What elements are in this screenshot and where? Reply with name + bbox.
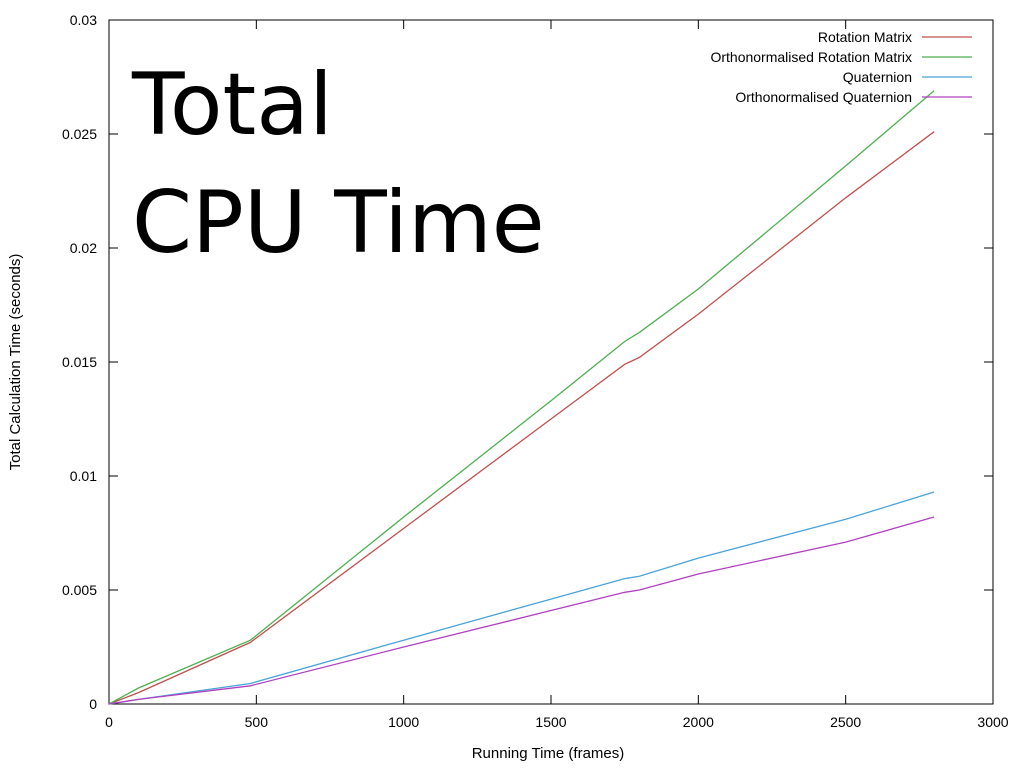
x-tick-label: 500 — [245, 714, 269, 730]
series-line-4 — [108, 516, 935, 705]
chart-title-line-1: Total — [131, 55, 333, 155]
legend-label: Rotation Matrix — [818, 29, 912, 45]
y-tick-label: 0.03 — [70, 12, 97, 28]
legend-label: Orthonormalised Quaternion — [735, 89, 912, 105]
x-tick-label: 1500 — [535, 714, 566, 730]
x-tick-label: 0 — [105, 714, 113, 730]
y-axis-title: Total Calculation Time (seconds) — [7, 254, 24, 471]
legend: Rotation Matrix Orthonormalised Rotation … — [710, 29, 972, 105]
series-line-2 — [108, 90, 935, 705]
chart-title-line-2: CPU Time — [132, 173, 545, 273]
y-tick-label: 0.025 — [62, 126, 97, 142]
x-tick-label: 1000 — [388, 714, 419, 730]
y-tick-label: 0.02 — [70, 240, 97, 256]
x-tick-label: 3000 — [977, 714, 1008, 730]
y-tick-label: 0.005 — [62, 582, 97, 598]
x-tick-label: 2500 — [830, 714, 861, 730]
legend-label: Orthonormalised Rotation Matrix — [710, 49, 912, 65]
y-tick-label: 0.015 — [62, 354, 97, 370]
x-tick-label: 2000 — [683, 714, 714, 730]
legend-label: Quaternion — [843, 69, 912, 85]
y-tick-label: 0.01 — [70, 468, 97, 484]
x-axis-title: Running Time (frames) — [472, 745, 625, 762]
series-lines — [108, 90, 935, 705]
y-tick-label: 0 — [89, 696, 97, 712]
series-line-1 — [108, 131, 935, 705]
series-line-3 — [108, 491, 935, 705]
tick-group: 0 500 1000 1500 2000 2500 3000 0 0.005 0.01 0.015 0… — [62, 12, 1009, 730]
